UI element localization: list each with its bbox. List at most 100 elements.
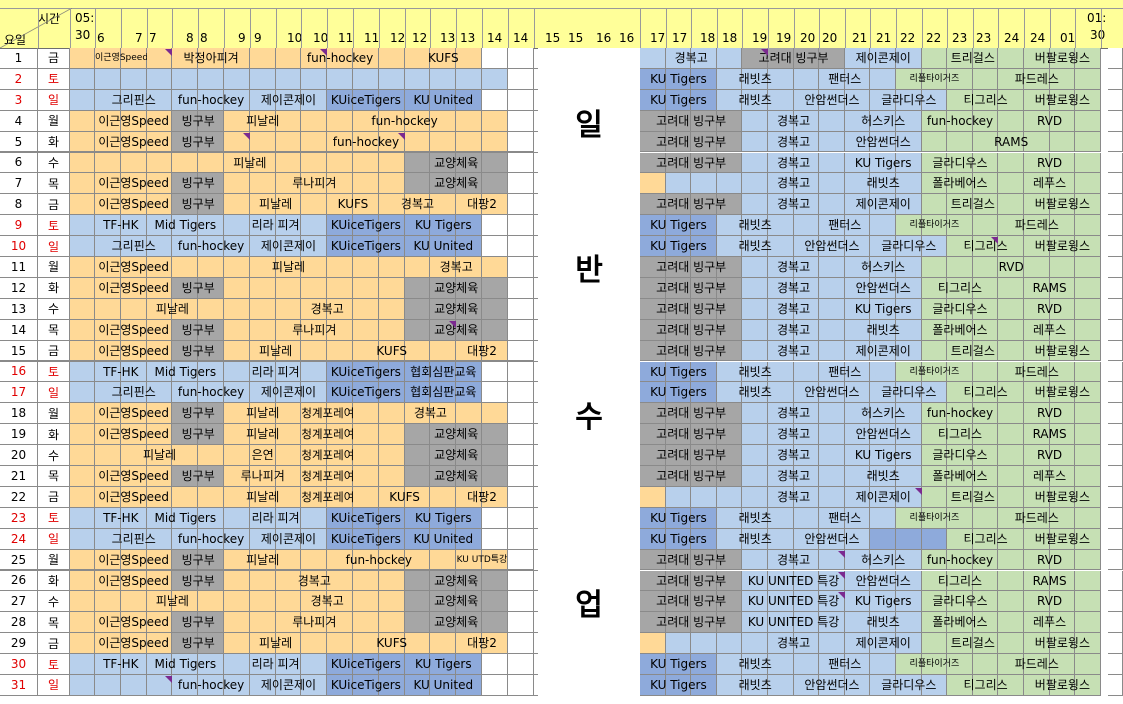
booking-label: 고려대 빙구부 bbox=[656, 448, 727, 463]
slot-cell bbox=[870, 48, 896, 69]
slot-cell bbox=[640, 257, 666, 278]
header-divider bbox=[456, 8, 458, 48]
slot-cell bbox=[819, 131, 845, 153]
slot-cell bbox=[921, 382, 948, 404]
slot-cell bbox=[768, 236, 794, 257]
slot-cell bbox=[870, 257, 896, 278]
early-slot bbox=[70, 549, 95, 571]
booking-label: 래빗츠 bbox=[866, 322, 900, 337]
hour-label: 13 bbox=[440, 31, 456, 45]
slot-cell bbox=[640, 403, 666, 425]
day-of-week: 수 bbox=[38, 152, 70, 174]
slot-cell bbox=[972, 340, 999, 362]
slot-cell bbox=[819, 361, 845, 383]
slot-cell bbox=[1049, 424, 1076, 446]
header-divider bbox=[716, 8, 718, 48]
tail-slot bbox=[1108, 340, 1123, 362]
slot-cell bbox=[716, 131, 743, 153]
slot-cell bbox=[896, 361, 922, 383]
row-line bbox=[0, 465, 538, 466]
booking-label: KUFS bbox=[376, 343, 407, 358]
booking-label: 빙구부 bbox=[181, 552, 215, 567]
booking-label: 경복고 bbox=[777, 489, 811, 504]
booking-label: 래빗츠 bbox=[738, 239, 772, 254]
comment-marker-icon bbox=[991, 237, 999, 245]
booking-label: 협회심판교육 bbox=[410, 364, 477, 379]
slot-cell bbox=[819, 89, 845, 111]
booking-label: 피날레 bbox=[155, 594, 189, 609]
booking-label: 청계포레여 bbox=[301, 427, 353, 442]
booking-label: 허스키스 bbox=[861, 552, 906, 567]
slot-cell bbox=[691, 152, 717, 174]
booking-label: 이근영Speed bbox=[98, 615, 170, 630]
slot-cell bbox=[870, 215, 896, 237]
booking-label: 빙구부 bbox=[181, 113, 215, 128]
booking-label: 리라 피겨 bbox=[251, 218, 300, 233]
day-number: 30 bbox=[0, 654, 38, 675]
row-line bbox=[0, 88, 538, 90]
slot-cell bbox=[665, 277, 692, 299]
empty-slot bbox=[507, 319, 534, 341]
day-number: 25 bbox=[0, 549, 38, 571]
slot-cell bbox=[870, 298, 896, 320]
booking-label: 버팔로윙스 bbox=[1034, 385, 1090, 400]
booking-label: 제이콘제이 bbox=[260, 678, 317, 692]
slot-cell bbox=[819, 319, 845, 341]
header-divider bbox=[378, 8, 380, 48]
slot-cell bbox=[768, 403, 794, 425]
slot-cell bbox=[742, 486, 768, 508]
slot-cell bbox=[844, 131, 871, 153]
booking-label: 피날레 bbox=[259, 343, 293, 358]
slot-cell bbox=[1049, 298, 1076, 320]
booking-label: 대팡2 bbox=[467, 636, 497, 651]
row-line bbox=[0, 235, 538, 237]
header-divider bbox=[198, 8, 200, 48]
comment-marker-icon bbox=[837, 550, 845, 558]
booking-label: KUiceTigers bbox=[330, 385, 401, 400]
slot-cell bbox=[691, 68, 717, 90]
booking-label: 고려대 빙구부 bbox=[656, 155, 727, 170]
tail-slot bbox=[1108, 445, 1123, 466]
slot-cell bbox=[947, 48, 973, 69]
booking-label: 이근영Speed bbox=[98, 489, 170, 504]
slot-cell bbox=[921, 486, 948, 508]
booking-label: 경복고 bbox=[777, 343, 811, 358]
header-divider bbox=[327, 8, 329, 48]
day-number: 15 bbox=[0, 340, 38, 362]
tail-slot bbox=[1108, 549, 1123, 571]
booking-label: KU Tigers bbox=[650, 657, 707, 672]
day-number: 18 bbox=[0, 403, 38, 425]
row-line bbox=[0, 193, 538, 195]
slot-cell bbox=[691, 319, 717, 341]
booking-label: 래빗츠 bbox=[738, 364, 772, 379]
booking-label: KU Tigers bbox=[650, 71, 707, 86]
header-divider bbox=[120, 8, 122, 48]
booking-label: 루나피겨 bbox=[292, 615, 337, 630]
booking-label: RVD bbox=[1037, 594, 1063, 609]
booking-label: KUiceTigers bbox=[330, 92, 401, 107]
slot-cell bbox=[819, 152, 845, 174]
row-line bbox=[0, 402, 538, 404]
slot-cell bbox=[716, 194, 743, 216]
tail-slot bbox=[1108, 570, 1123, 592]
slot-cell bbox=[793, 89, 820, 111]
slot-cell bbox=[947, 445, 973, 466]
slot-cell bbox=[998, 152, 1024, 174]
slot-cell bbox=[972, 277, 999, 299]
empty-slot bbox=[507, 675, 534, 696]
slot-cell bbox=[691, 236, 717, 257]
booking-label: 교양체육 bbox=[434, 155, 479, 170]
booking-label: 경복고 bbox=[310, 594, 344, 609]
slot-cell bbox=[870, 445, 896, 466]
booking-label: 제이콘제이 bbox=[855, 489, 911, 504]
early-slot bbox=[70, 277, 95, 299]
slot-cell bbox=[793, 466, 820, 487]
slot-cell bbox=[716, 89, 743, 111]
day-number: 26 bbox=[0, 570, 38, 592]
booking-label: 레푸스 bbox=[1033, 322, 1067, 337]
empty-slot bbox=[507, 89, 534, 111]
slot-cell bbox=[870, 361, 896, 383]
booking-label: 그리핀스 bbox=[111, 239, 156, 254]
slot-cell bbox=[921, 257, 948, 278]
booking-label: fun-hockey bbox=[177, 678, 245, 692]
